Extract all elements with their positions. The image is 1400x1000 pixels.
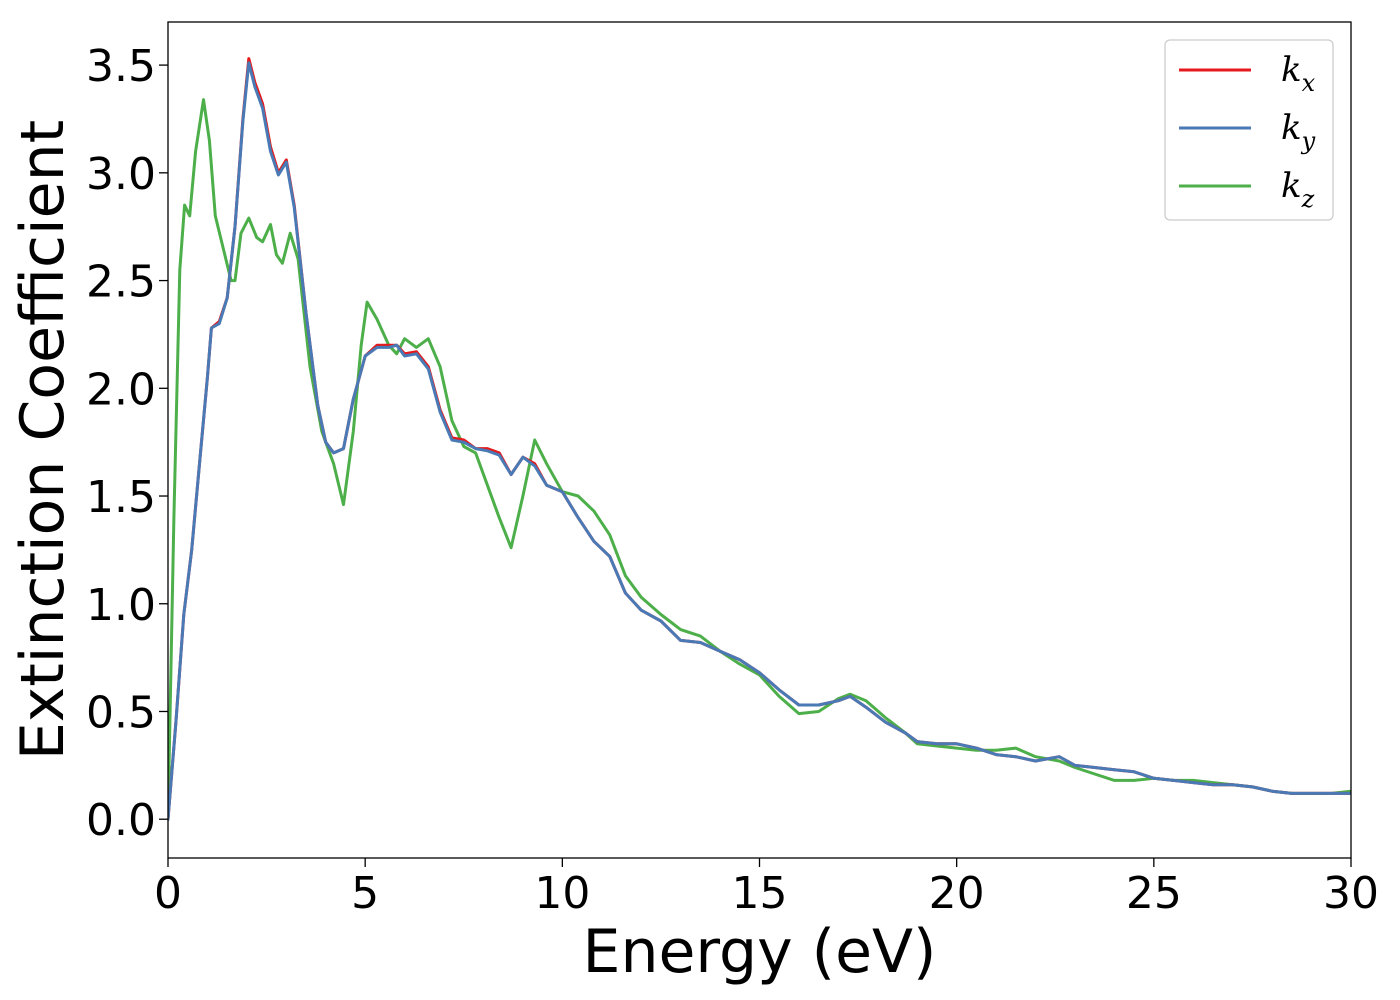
y-tick-label: 2.0 xyxy=(86,364,156,415)
y-tick-label: 0.5 xyxy=(86,687,156,738)
legend-label-subscript: z xyxy=(1301,185,1315,213)
y-axis: 0.0 0.5 1.0 1.5 2.0 2.5 3.0 3.5 xyxy=(86,41,168,846)
legend-label-base: k xyxy=(1281,50,1302,90)
y-tick-label: 1.0 xyxy=(86,580,156,631)
x-tick-label: 0 xyxy=(154,868,182,919)
series-layer xyxy=(168,57,1351,821)
x-tick-label: 25 xyxy=(1126,868,1182,919)
legend-label-base: k xyxy=(1281,108,1302,148)
series-line-kz xyxy=(168,98,1351,821)
x-tick-label: 15 xyxy=(732,868,788,919)
x-tick-label: 20 xyxy=(929,868,985,919)
x-tick-label: 5 xyxy=(351,868,379,919)
y-tick-label: 3.0 xyxy=(86,149,156,200)
x-axis-title: Energy (eV) xyxy=(583,917,937,987)
legend-label-ky: ky xyxy=(1281,108,1316,155)
legend-label-kx: kx xyxy=(1281,50,1316,97)
legend-label-kz: kz xyxy=(1281,166,1315,213)
y-tick-label: 0.0 xyxy=(86,795,156,846)
x-tick-label: 30 xyxy=(1323,868,1379,919)
legend-label-subscript: y xyxy=(1301,127,1316,155)
legend-label-base: k xyxy=(1281,166,1302,206)
y-tick-label: 1.5 xyxy=(86,472,156,523)
series-line-ky xyxy=(168,61,1351,821)
y-axis-title: Extinction Coefficient xyxy=(8,120,78,760)
legend-label-subscript: x xyxy=(1302,69,1316,97)
y-tick-label: 3.5 xyxy=(86,41,156,92)
x-tick-label: 10 xyxy=(534,868,590,919)
y-tick-label: 2.5 xyxy=(86,257,156,308)
x-axis: 0 5 10 15 20 25 30 xyxy=(154,858,1379,919)
legend-box xyxy=(1164,39,1334,221)
